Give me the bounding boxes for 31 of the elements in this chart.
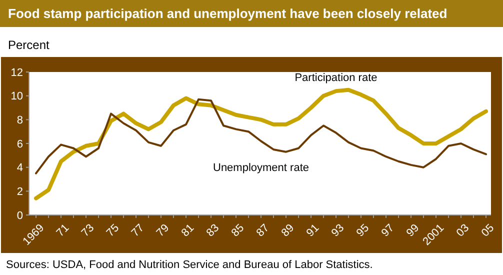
line-series: [34, 88, 488, 200]
y-tick-label: 10: [10, 90, 23, 103]
x-tick-label: 83: [204, 222, 222, 240]
y-axis-title: Percent: [8, 38, 50, 52]
x-tick-label: 89: [279, 222, 297, 240]
y-tick-label: 2: [16, 186, 23, 198]
x-tick-label: 71: [54, 222, 72, 240]
x-tick-label: 81: [179, 222, 197, 240]
y-tick-label: 8: [16, 114, 23, 127]
line-series: [35, 98, 487, 174]
x-tick-label: 73: [79, 222, 97, 240]
x-tick-label: 91: [304, 222, 322, 240]
x-tick-label: 05: [479, 222, 497, 240]
series-label: Participation rate: [294, 72, 378, 84]
y-tick-label: 0: [16, 210, 23, 222]
x-tick-label: 75: [104, 222, 122, 240]
y-tick-label: 6: [16, 138, 23, 150]
x-tick-label: 95: [354, 222, 372, 240]
series-label: Unemployment rate: [213, 162, 309, 174]
x-tick-label: 93: [329, 222, 347, 240]
source-note: Sources: USDA, Food and Nutrition Service and Bureau of Labor Statistics.: [6, 259, 373, 271]
x-tick-label: 03: [454, 222, 472, 240]
x-tick-label: 87: [254, 222, 272, 240]
x-tick-label: 85: [229, 222, 247, 240]
y-tick-label: 4: [16, 162, 23, 174]
x-tick-label: 97: [379, 222, 397, 240]
x-tick-label: 79: [154, 222, 172, 240]
x-tick-label: 99: [404, 222, 422, 240]
chart-title: Food stamp participation and unemployment have been closely related: [8, 6, 448, 21]
x-tick-label: 77: [129, 222, 147, 240]
y-tick-label: 12: [10, 66, 23, 79]
